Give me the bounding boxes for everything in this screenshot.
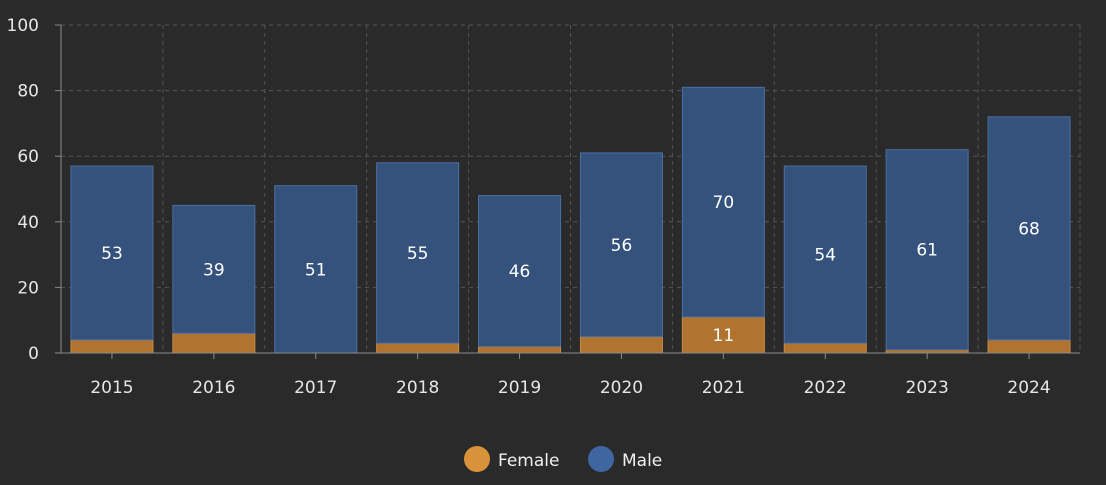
x-tick-label: 2015 <box>90 378 133 398</box>
x-tick-label: 2024 <box>1007 378 1050 398</box>
bar-male-2016 <box>172 204 256 334</box>
x-tick-label: 2020 <box>600 378 643 398</box>
bar-female-2016 <box>172 332 256 354</box>
x-tick-label: 2023 <box>906 378 949 398</box>
bar-male-2021 <box>681 86 765 318</box>
data-label-male-2015: 53 <box>101 244 123 264</box>
y-tick-label: 100 <box>7 16 39 36</box>
x-tick-label: 2016 <box>192 378 235 398</box>
data-label-male-2018: 55 <box>407 244 429 264</box>
data-label-male-2016: 39 <box>203 260 225 280</box>
data-label-male-2019: 46 <box>509 262 531 282</box>
y-tick-label: 40 <box>17 213 39 233</box>
data-label-male-2021: 70 <box>713 193 735 213</box>
bar-female-2022 <box>783 342 867 354</box>
y-tick-label: 0 <box>28 344 39 364</box>
data-label-male-2024: 68 <box>1018 219 1040 239</box>
x-tick-label: 2021 <box>702 378 745 398</box>
bar-male-2018 <box>376 162 460 344</box>
bar-male-2020 <box>579 152 663 338</box>
data-label-male-2022: 54 <box>814 246 836 266</box>
x-tick-label: 2018 <box>396 378 439 398</box>
data-label-female-2021: 11 <box>713 326 735 346</box>
y-tick-label: 80 <box>17 82 39 102</box>
bar-female-2024 <box>987 339 1071 354</box>
bar-male-2017 <box>274 185 358 354</box>
legend-label-male: Male <box>622 451 662 471</box>
x-tick-label: 2022 <box>804 378 847 398</box>
legend-label-female: Female <box>498 451 559 471</box>
bar-male-2022 <box>783 165 867 344</box>
x-tick-label: 2019 <box>498 378 541 398</box>
data-label-male-2017: 51 <box>305 260 327 280</box>
y-tick-label: 60 <box>17 147 39 167</box>
bar-male-2024 <box>987 116 1071 341</box>
bar-male-2015 <box>70 165 154 341</box>
bar-female-2019 <box>478 345 562 354</box>
bar-female-2015 <box>70 339 154 354</box>
bar-female-2018 <box>376 342 460 354</box>
bar-female-2020 <box>579 336 663 354</box>
data-label-male-2020: 56 <box>611 236 633 256</box>
x-tick-label: 2017 <box>294 378 337 398</box>
y-tick-label: 20 <box>17 278 39 298</box>
data-label-male-2023: 61 <box>916 241 938 261</box>
bar-male-2019 <box>478 195 562 347</box>
bar-male-2023 <box>885 149 969 351</box>
legend-swatch-male <box>588 446 614 472</box>
legend-swatch-female <box>464 446 490 472</box>
